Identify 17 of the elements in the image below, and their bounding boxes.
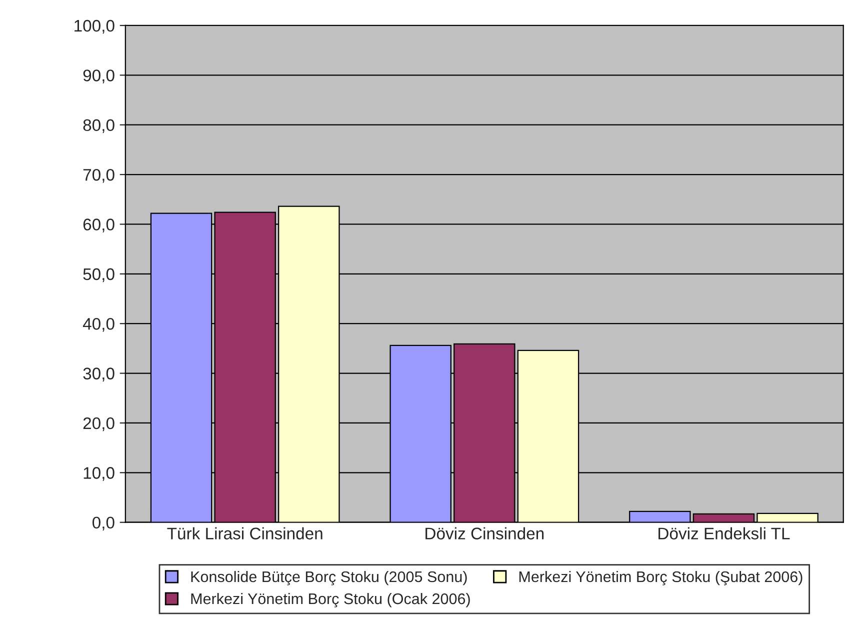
- y-tick-label: 100,0: [74, 20, 114, 34]
- y-tick-label: 30,0: [83, 368, 114, 382]
- legend-label: Konsolide Bütçe Borç Stoku (2005 Sonu): [191, 570, 467, 586]
- legend-label: Merkezi Yönetim Borç Stoku (Ocak 2006): [191, 592, 470, 608]
- x-tick-label: Türk Lirasi Cinsinden: [167, 527, 322, 540]
- y-tick-label: 70,0: [83, 168, 114, 183]
- x-tick-label: Döviz Cinsinden: [426, 527, 544, 540]
- y-tick-label: 20,0: [83, 417, 114, 432]
- y-tick-label: 80,0: [83, 119, 114, 134]
- y-tick-label: 50,0: [83, 268, 114, 282]
- y-tick-label: 10,0: [84, 467, 114, 481]
- y-tick-label: 60,0: [83, 218, 114, 232]
- y-tick-label: 0,0: [92, 516, 114, 531]
- x-tick-label: Döviz Endeksli TL: [658, 527, 790, 540]
- legend-label: Merkezi Yönetim Borç Stoku (Şubat 2006): [519, 570, 802, 586]
- y-tick-label: 40,0: [82, 318, 114, 332]
- y-tick-label: 90,0: [83, 70, 114, 84]
